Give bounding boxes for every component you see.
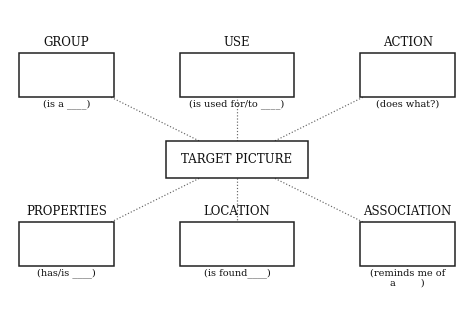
Text: LOCATION: LOCATION <box>204 205 270 218</box>
Text: (does what?): (does what?) <box>376 100 439 109</box>
FancyBboxPatch shape <box>180 53 294 97</box>
Text: ACTION: ACTION <box>383 36 433 49</box>
Text: GROUP: GROUP <box>44 36 89 49</box>
Text: PROPERTIES: PROPERTIES <box>26 205 107 218</box>
Text: (is a ____): (is a ____) <box>43 100 90 109</box>
Text: (is used for/to ____): (is used for/to ____) <box>190 100 284 109</box>
Text: (reminds me of
a        ): (reminds me of a ) <box>370 269 445 288</box>
FancyBboxPatch shape <box>360 222 455 266</box>
Text: USE: USE <box>224 36 250 49</box>
Text: (is found____): (is found____) <box>204 269 270 278</box>
FancyBboxPatch shape <box>19 222 114 266</box>
Text: TARGET PICTURE: TARGET PICTURE <box>182 153 292 166</box>
Text: (has/is ____): (has/is ____) <box>37 269 96 278</box>
Text: ASSOCIATION: ASSOCIATION <box>364 205 452 218</box>
FancyBboxPatch shape <box>19 53 114 97</box>
FancyBboxPatch shape <box>360 53 455 97</box>
FancyBboxPatch shape <box>166 141 308 178</box>
FancyBboxPatch shape <box>180 222 294 266</box>
